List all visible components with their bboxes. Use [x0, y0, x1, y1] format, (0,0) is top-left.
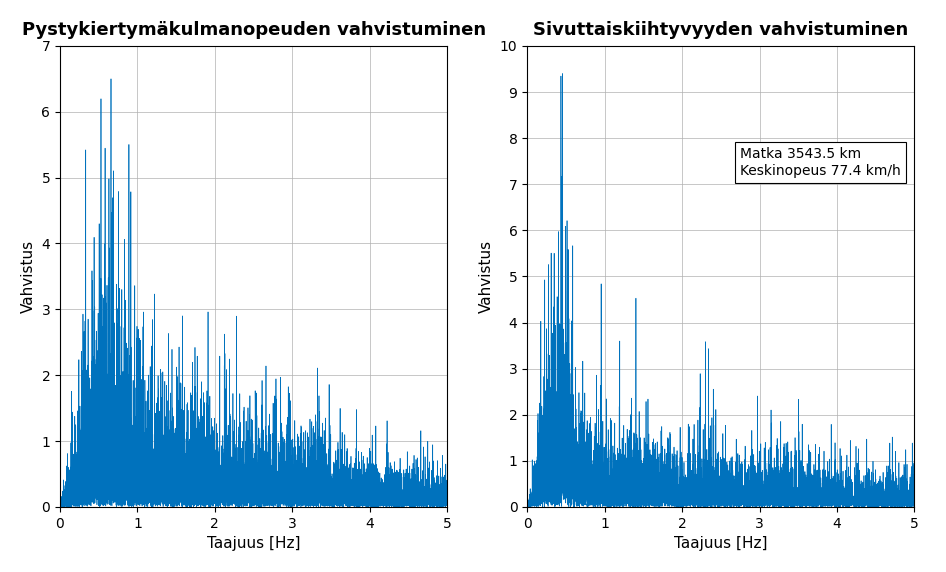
X-axis label: Taajuus [Hz]: Taajuus [Hz]: [674, 536, 767, 551]
Title: Sivuttaiskiihtyvyyden vahvistuminen: Sivuttaiskiihtyvyyden vahvistuminen: [534, 21, 908, 39]
Text: Matka 3543.5 km
Keskinopeus 77.4 km/h: Matka 3543.5 km Keskinopeus 77.4 km/h: [740, 148, 901, 177]
X-axis label: Taajuus [Hz]: Taajuus [Hz]: [207, 536, 300, 551]
Y-axis label: Vahvistus: Vahvistus: [21, 240, 36, 313]
Title: Pystykiertymäkulmanopeuden vahvistuminen: Pystykiertymäkulmanopeuden vahvistuminen: [22, 21, 485, 39]
Y-axis label: Vahvistus: Vahvistus: [480, 240, 495, 313]
